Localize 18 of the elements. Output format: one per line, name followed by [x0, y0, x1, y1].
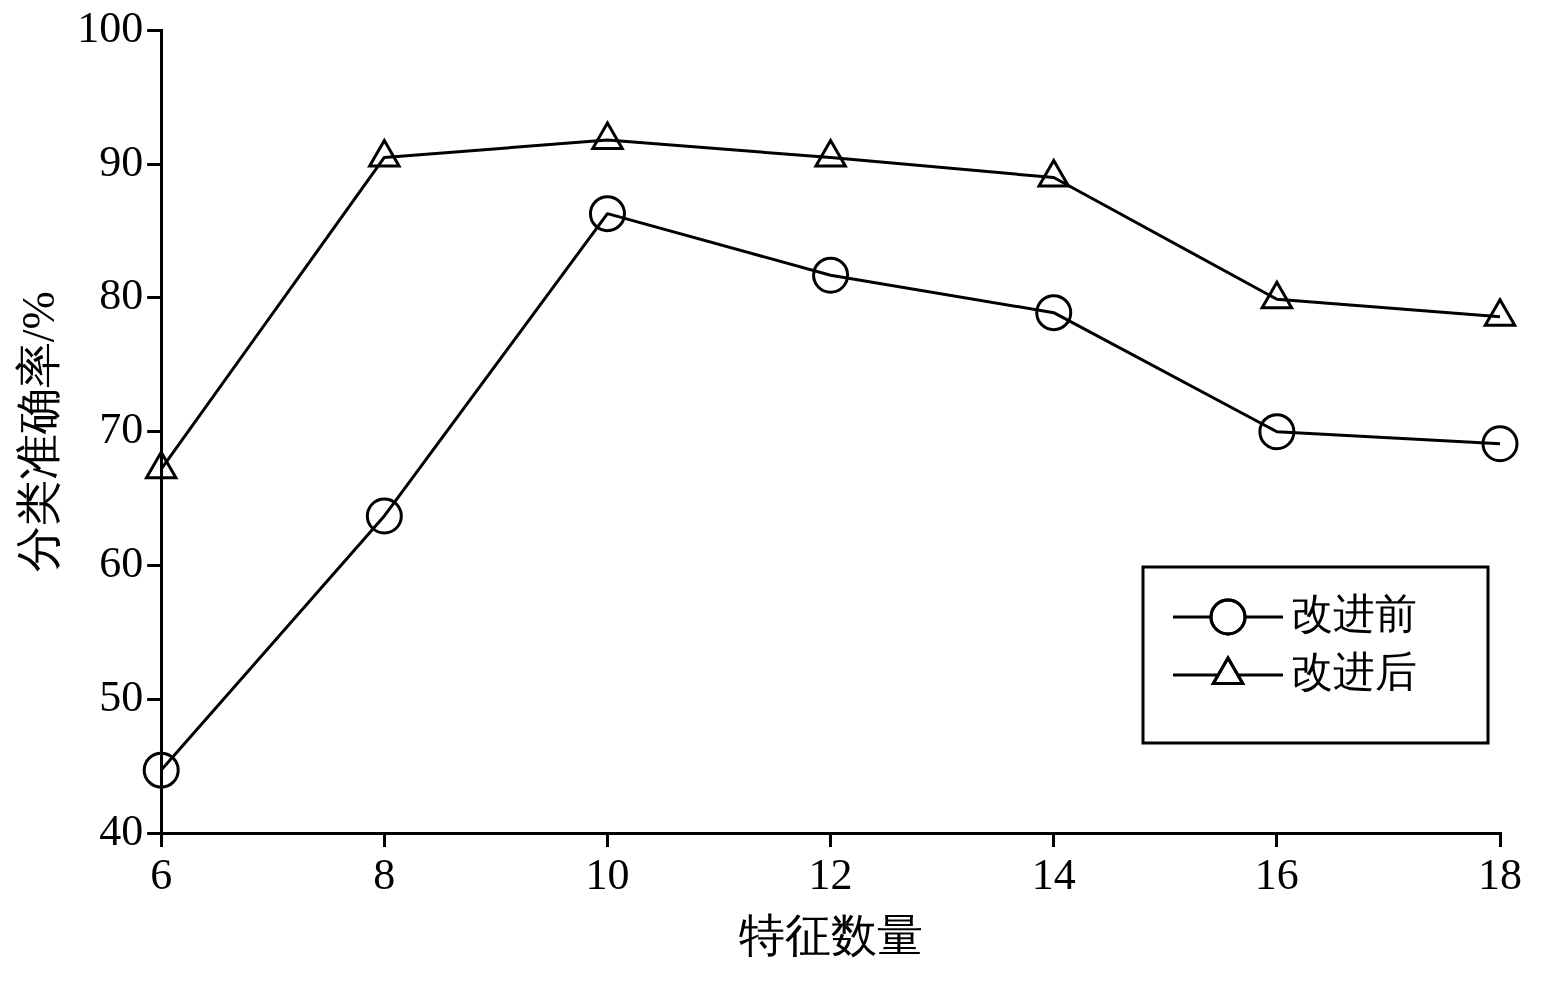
x-tick-label: 6 [150, 849, 173, 899]
legend-label: 改进后 [1291, 649, 1417, 696]
y-axis-title: 分类准确率/% [12, 291, 64, 573]
x-axis-title: 特征数量 [738, 910, 923, 962]
y-tick-label: 90 [99, 136, 144, 186]
x-tick-label: 18 [1478, 849, 1522, 899]
x-tick-label: 14 [1031, 849, 1076, 899]
y-tick-label: 60 [99, 538, 144, 588]
x-tick-label: 16 [1254, 849, 1299, 899]
y-tick-label: 40 [99, 805, 144, 855]
y-tick-label: 50 [99, 671, 144, 721]
y-tick-label: 80 [99, 270, 144, 320]
legend-label: 改进前 [1291, 591, 1417, 638]
x-tick-label: 10 [585, 849, 630, 899]
x-tick-label: 8 [373, 849, 396, 899]
x-tick-label: 12 [808, 849, 853, 899]
y-tick-label: 70 [99, 404, 144, 454]
y-tick-label: 100 [77, 2, 144, 52]
